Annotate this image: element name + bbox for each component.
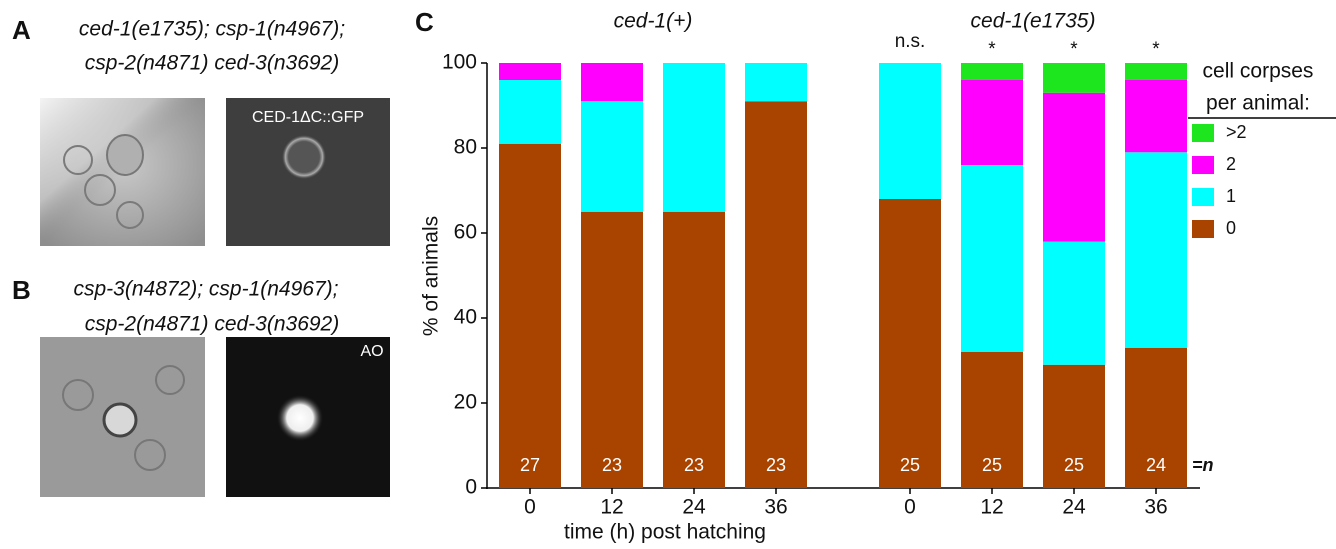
bar-segment	[499, 63, 561, 80]
significance-label: *	[988, 39, 996, 60]
x-tick-label: 0	[904, 496, 916, 519]
legend-label: >2	[1226, 122, 1247, 142]
bar-segment	[663, 63, 725, 212]
legend-label: 1	[1226, 186, 1236, 206]
y-tick-label: 60	[454, 221, 477, 244]
bar-segment	[581, 63, 643, 102]
legend-title: per animal:	[1206, 92, 1310, 115]
image-label: CED-1ΔC::GFP	[252, 109, 364, 126]
x-tick-label: 12	[600, 496, 623, 519]
x-tick-label: 36	[764, 496, 787, 519]
y-tick-label: 80	[454, 136, 477, 159]
n-value: 25	[1064, 455, 1084, 475]
dic-image	[40, 98, 205, 246]
n-value: 24	[1146, 455, 1166, 475]
legend-title: cell corpses	[1203, 60, 1314, 83]
bar-segment	[581, 211, 643, 488]
bar-segment	[663, 211, 725, 488]
significance-label: *	[1070, 39, 1078, 60]
bar-segment	[745, 101, 807, 488]
bar-segment	[1043, 364, 1105, 488]
n-value: 25	[982, 455, 1002, 475]
legend-label: 2	[1226, 154, 1236, 174]
image-label: AO	[360, 343, 383, 360]
bar-segment	[1125, 347, 1187, 488]
legend-label: 0	[1226, 218, 1236, 238]
y-tick-label: 20	[454, 391, 477, 414]
dic-image	[40, 337, 205, 497]
x-tick-label: 12	[980, 496, 1003, 519]
x-tick-label: 24	[682, 496, 706, 519]
legend-swatch	[1192, 188, 1214, 206]
n-value: 25	[900, 455, 920, 475]
bar-segment	[499, 80, 561, 144]
legend-swatch	[1192, 220, 1214, 238]
y-tick-label: 100	[442, 51, 477, 74]
panel-label: A	[12, 15, 31, 45]
bar-segment	[1043, 63, 1105, 93]
x-tick-label: 24	[1062, 496, 1086, 519]
bar-segment	[581, 101, 643, 212]
panel-label: C	[415, 7, 434, 37]
bar-segment	[1043, 241, 1105, 365]
bar-segment	[745, 63, 807, 102]
legend-swatch	[1192, 124, 1214, 142]
panel-label: B	[12, 275, 31, 305]
group-label: ced-1(+)	[614, 10, 693, 33]
significance-label: n.s.	[895, 31, 926, 52]
genotype-line: ced-1(e1735); csp-1(n4967);	[79, 18, 345, 41]
x-tick-label: 0	[524, 496, 536, 519]
y-tick-label: 0	[465, 476, 477, 499]
bar-segment	[961, 80, 1023, 165]
bar-segment	[961, 352, 1023, 488]
bar-segment	[879, 63, 941, 199]
y-axis-title: % of animals	[420, 216, 443, 336]
genotype-line: csp-2(n4871) ced-3(n3692)	[85, 313, 339, 336]
bar-segment	[1043, 92, 1105, 242]
n-value: 27	[520, 455, 540, 475]
bar-segment	[1125, 152, 1187, 348]
y-tick-label: 40	[454, 306, 477, 329]
n-value: 23	[684, 455, 704, 475]
bar-segment	[879, 199, 941, 488]
bar-segment	[961, 165, 1023, 352]
fluorescence-image: CED-1ΔC::GFP	[226, 98, 390, 246]
genotype-line: csp-3(n4872); csp-1(n4967);	[74, 278, 339, 301]
bar-segment	[1125, 63, 1187, 80]
group-label: ced-1(e1735)	[971, 10, 1096, 33]
significance-label: *	[1152, 39, 1160, 60]
n-value: 23	[602, 455, 622, 475]
n-value: 23	[766, 455, 786, 475]
x-axis-title: time (h) post hatching	[564, 521, 766, 544]
x-tick-label: 36	[1144, 496, 1167, 519]
bar-segment	[499, 143, 561, 488]
bar-segment	[1125, 80, 1187, 153]
fluorescence-image: AO	[226, 337, 390, 497]
genotype-line: csp-2(n4871) ced-3(n3692)	[85, 52, 339, 75]
bar-segment	[961, 63, 1023, 80]
legend-swatch	[1192, 156, 1214, 174]
n-label: =n	[1192, 455, 1214, 475]
